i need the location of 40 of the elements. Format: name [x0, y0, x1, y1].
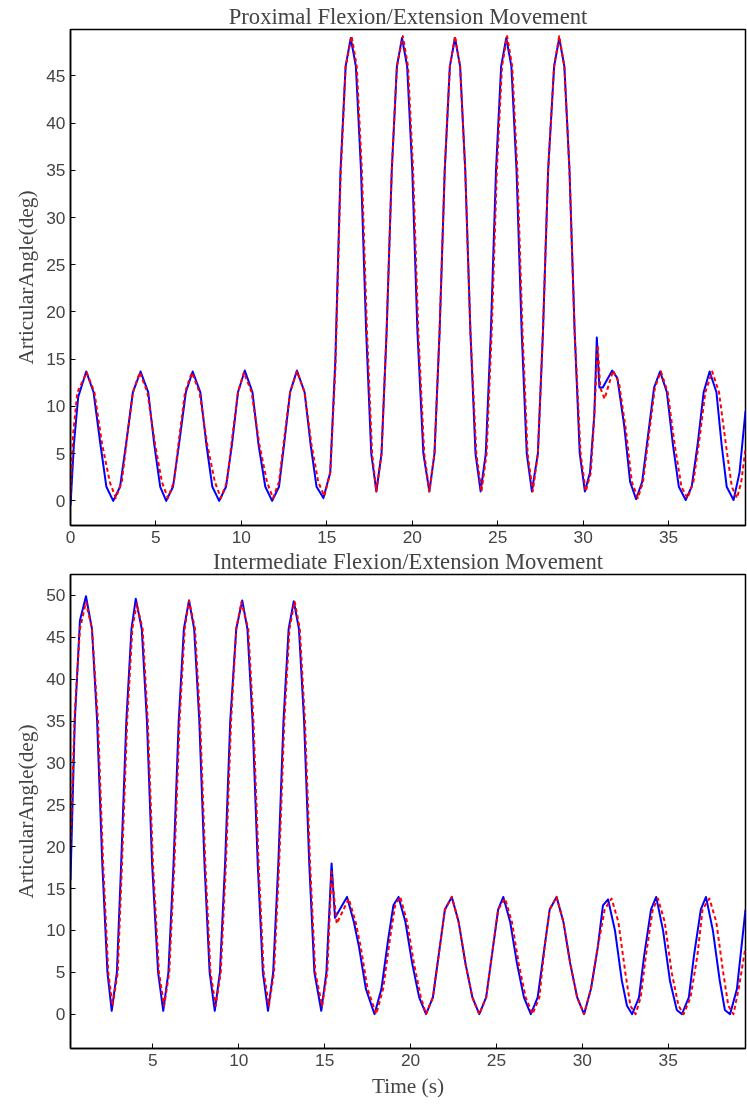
y-tick-label: 50: [46, 585, 66, 606]
x-tick-label: 20: [402, 526, 422, 547]
y-tick-label: 45: [46, 65, 66, 86]
y-tick-label: 40: [46, 669, 66, 690]
y-tick-label: 40: [46, 113, 66, 134]
y-tick-label: 0: [55, 1004, 66, 1025]
y-axis-title: ArticularAngle(deg): [14, 724, 39, 899]
x-tick-label: 30: [573, 526, 593, 547]
y-tick-label: 20: [46, 836, 66, 857]
x-tick-label: 30: [572, 1049, 592, 1070]
x-tick-label: 5: [148, 1049, 158, 1070]
x-tick-label: 25: [488, 526, 508, 547]
x-tick-label: 15: [317, 526, 337, 547]
x-axis-title: Time (s): [371, 1073, 445, 1098]
y-tick-label: 15: [46, 878, 66, 899]
y-tick-label: 25: [46, 254, 66, 275]
x-tick-label: 10: [231, 526, 252, 547]
x-tick-label: 25: [486, 1049, 507, 1070]
y-tick-label: 10: [46, 396, 66, 417]
y-axis-title: ArticularAngle(deg): [14, 190, 39, 365]
y-tick-label: 5: [55, 443, 66, 464]
y-tick-label: 25: [46, 794, 66, 815]
y-tick-label: 10: [46, 920, 66, 941]
y-tick-label: 30: [46, 752, 66, 773]
x-tick-label: 20: [400, 1049, 421, 1070]
y-tick-label: 5: [55, 962, 66, 983]
x-tick-label: 15: [315, 1049, 335, 1070]
y-tick-label: 35: [46, 711, 66, 732]
y-tick-label: 45: [46, 627, 66, 648]
x-tick-label: 5: [151, 526, 161, 547]
chart-title: Intermediate Flexion/Extension Movement: [212, 548, 604, 574]
y-tick-label: 20: [46, 301, 66, 322]
y-tick-label: 15: [46, 349, 66, 370]
y-tick-label: 30: [46, 207, 66, 228]
chart-title: Proximal Flexion/Extension Movement: [228, 3, 589, 29]
x-tick-label: 10: [229, 1049, 249, 1070]
y-tick-label: 0: [55, 490, 66, 511]
x-tick-label: 35: [658, 1049, 678, 1070]
x-tick-label: 35: [658, 526, 679, 547]
y-tick-label: 35: [46, 160, 66, 181]
